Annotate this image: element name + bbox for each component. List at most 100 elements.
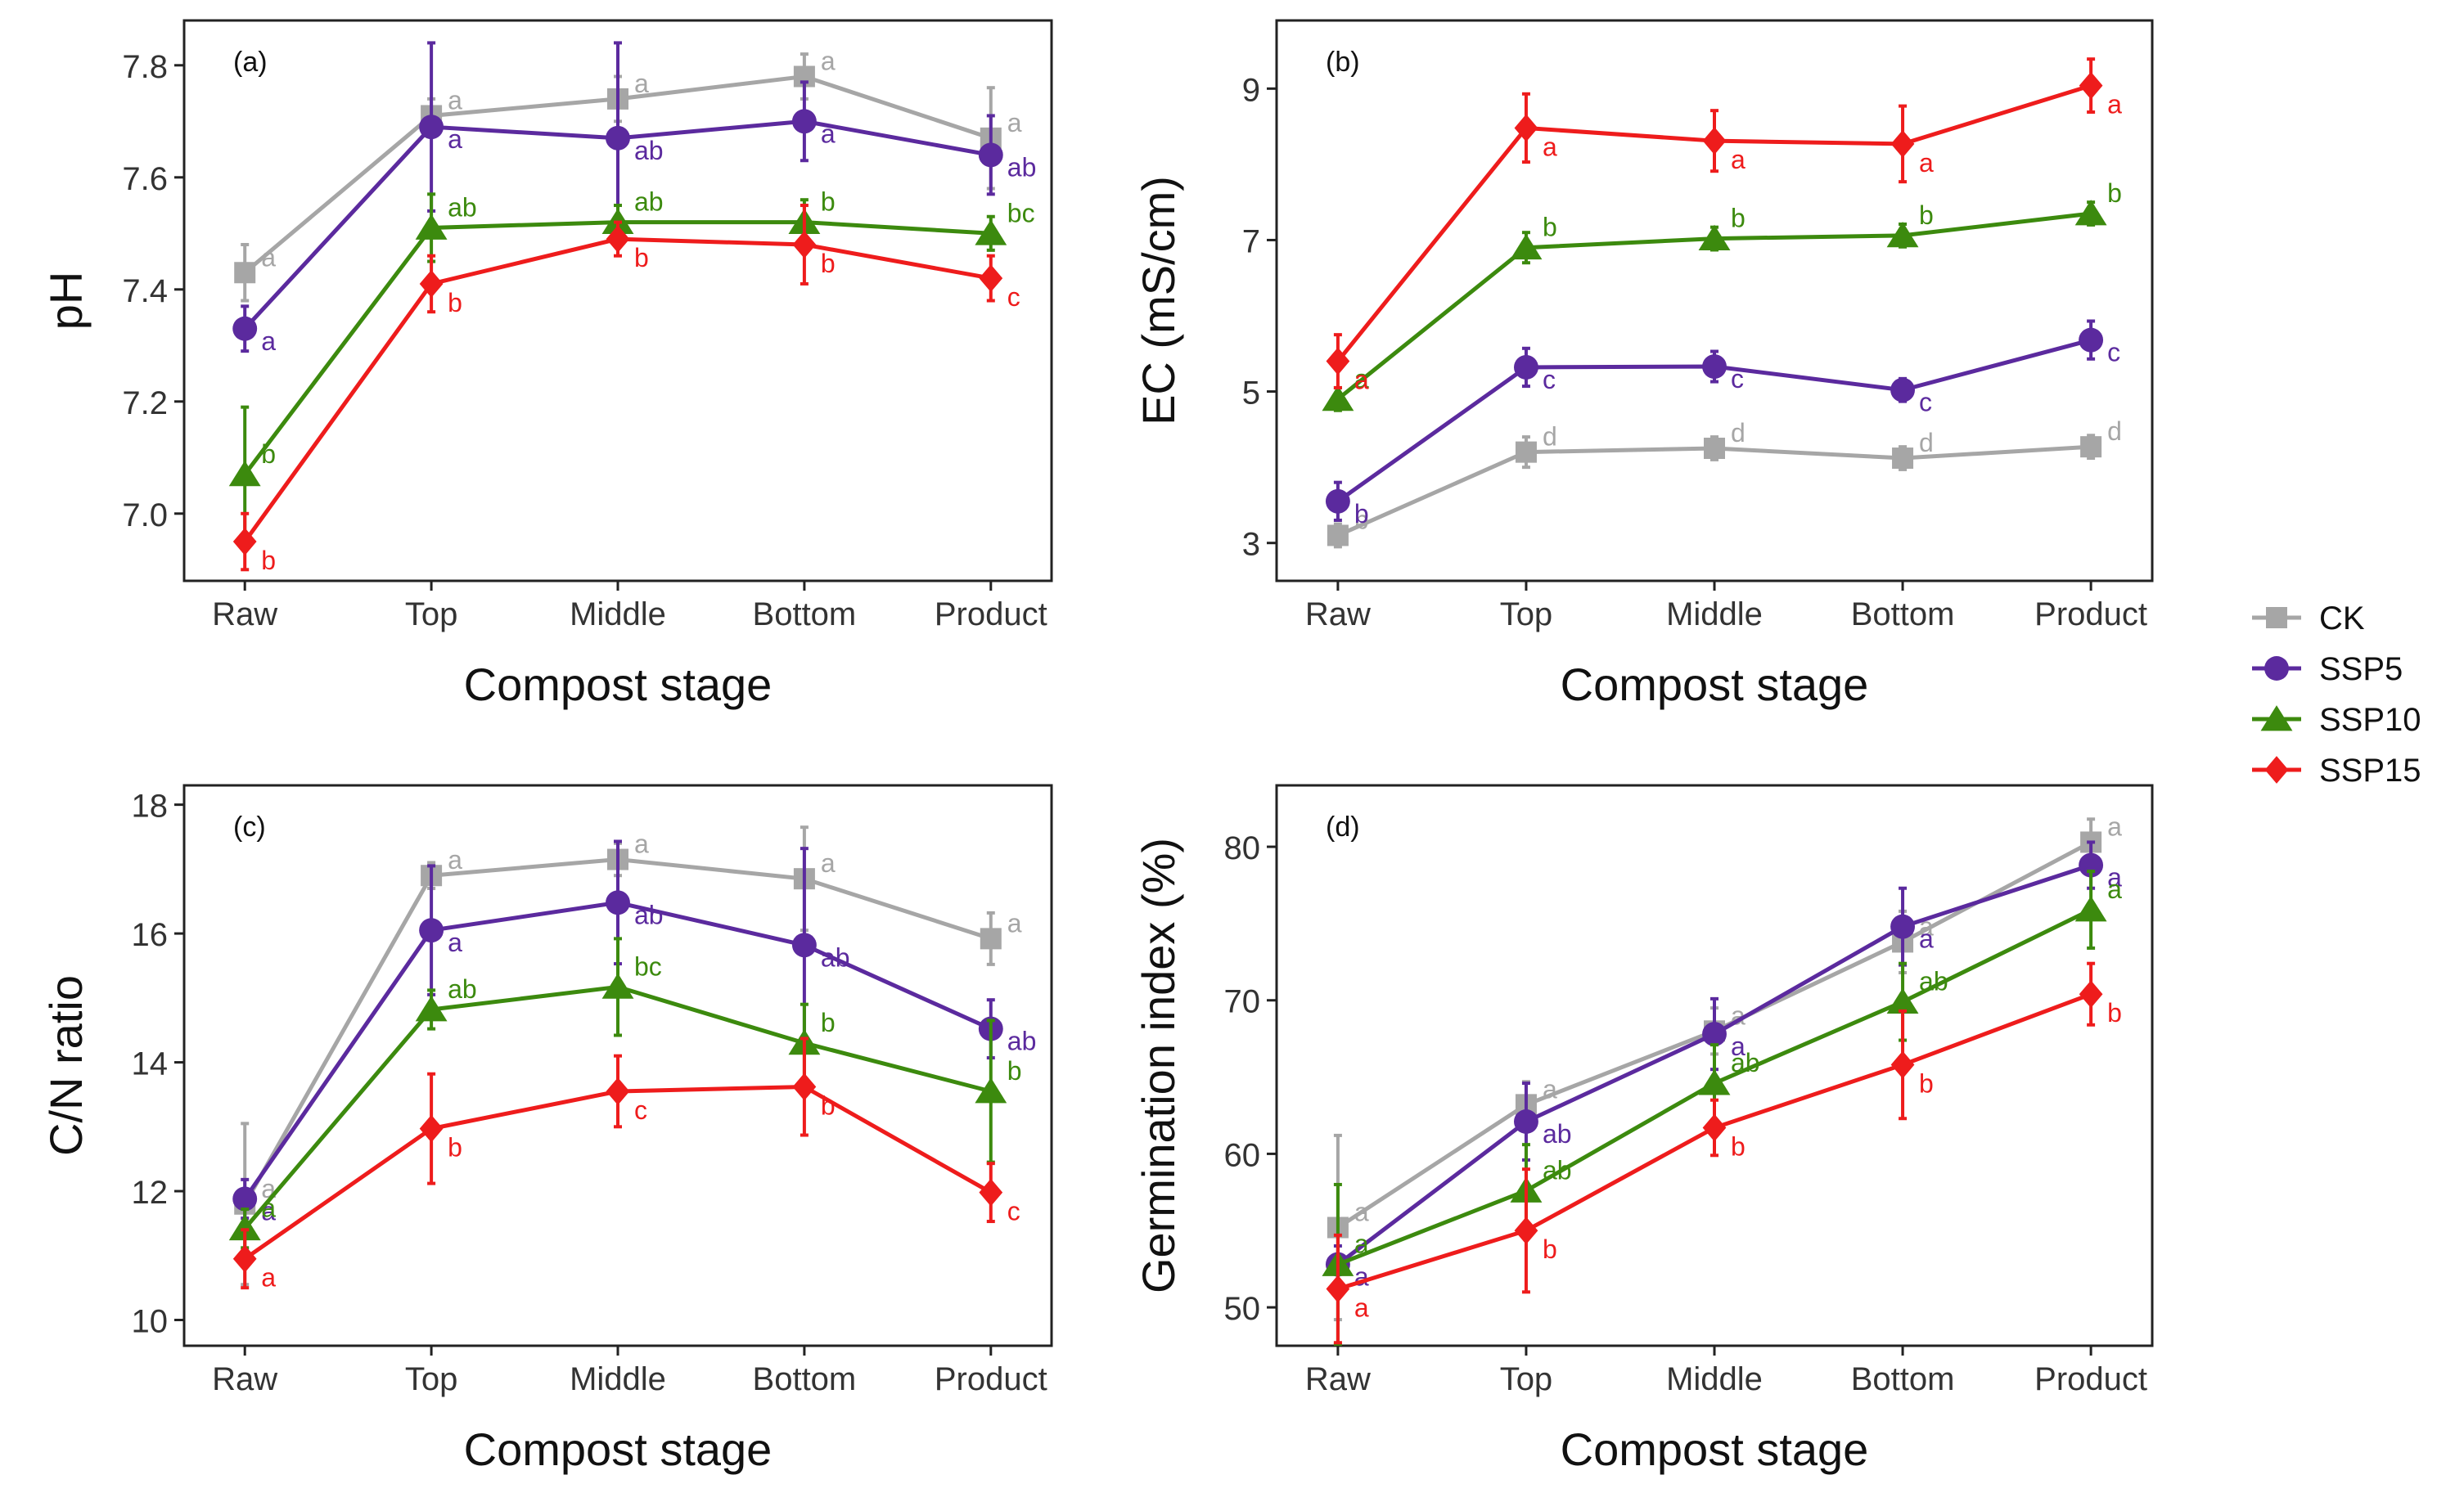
data-point [1326,347,1350,376]
data-point [419,918,444,943]
data-point [1890,1050,1915,1079]
significance-letter: a [261,326,276,356]
data-point [1886,987,1919,1014]
significance-letter: ab [634,136,664,165]
series-ssp5: b c c c c [1325,319,2120,528]
significance-letter: ab [1543,1155,1572,1185]
significance-letter: b [634,243,649,272]
data-point [228,1214,261,1241]
significance-letter: c [634,1095,647,1125]
x-axis-label: Compost stage [1561,659,1869,710]
data-point [792,231,817,259]
significance-letter: ab [1543,1119,1572,1149]
data-point [1327,524,1349,546]
x-axis-label: Compost stage [1561,1423,1869,1475]
data-point [2079,852,2104,878]
data-point [979,264,1003,292]
data-point [1704,438,1725,460]
legend: CK SSP5 SSP10 SSP15 [2252,600,2421,789]
significance-letter: a [448,85,462,115]
data-point [2079,71,2103,100]
data-point [791,933,817,958]
significance-letter: b [2107,998,2122,1028]
legend-marker [2266,607,2287,628]
x-tick-label: Product [2034,1361,2147,1397]
legend-label: CK [2319,600,2365,636]
data-point [2074,896,2107,922]
data-point [1514,114,1538,142]
significance-letter: b [821,1008,836,1037]
data-point [1326,1275,1350,1303]
y-tick-label: 60 [1224,1137,1261,1173]
x-tick-label: Raw [1305,1361,1371,1397]
x-tick-label: Top [1500,1361,1553,1397]
significance-letter: a [2107,90,2122,119]
y-axis-label: EC (mS/cm) [1133,176,1184,425]
panels: (a) 7.0 7.2 7.4 7.6 7.8 Raw Top Middle Bottom Prod… [40,19,2154,1475]
data-point [2079,980,2103,1009]
data-point [1890,914,1915,939]
legend-label: SSP15 [2319,753,2421,789]
significance-letter: a [1354,1230,1369,1259]
y-tick-label: 70 [1224,984,1261,1020]
y-axis-label: C/N ratio [40,975,92,1156]
data-point [1702,354,1727,379]
y-tick-label: 9 [1242,72,1260,108]
significance-letter: ab [1007,152,1037,182]
data-point [1514,1216,1538,1245]
significance-letter: b [1731,1132,1746,1162]
x-tick-label: Middle [1666,596,1763,632]
data-point [1702,127,1727,155]
significance-letter: d [1731,418,1746,447]
x-tick-label: Bottom [753,596,857,632]
y-tick-label: 7.4 [122,273,168,309]
significance-letter: a [1007,908,1022,938]
data-point [419,115,444,140]
data-point [1890,129,1915,158]
data-point [2079,327,2104,353]
significance-letter: a [2107,812,2122,841]
significance-letter: b [821,187,836,217]
plot-frame [1275,19,2154,582]
significance-letter: a [448,845,462,875]
data-point [1702,1113,1727,1142]
significance-letter: a [1543,132,1557,161]
x-tick-label: Bottom [1851,1361,1955,1397]
data-point [232,528,257,555]
x-tick-label: Middle [570,596,666,632]
x-tick-label: Bottom [1851,596,1955,632]
y-tick-label: 16 [132,917,169,953]
y-tick-label: 7.0 [122,497,168,533]
data-point [792,1073,817,1101]
data-point [1698,1069,1731,1095]
significance-letter: c [1007,1197,1020,1226]
x-tick-label: Middle [1666,1361,1763,1397]
data-point [1514,1109,1538,1134]
significance-letter: a [821,848,836,878]
significance-letter: a [261,242,276,272]
significance-letter: b [1354,505,1369,534]
data-point [1325,488,1350,514]
data-point [975,219,1007,245]
significance-letter: c [1919,388,1932,417]
y-tick-label: 7 [1242,223,1260,259]
significance-letter: b [261,439,276,469]
significance-letter: a [261,1263,276,1293]
data-point [234,262,256,284]
panel-d: (d) 50 60 70 80 Raw Top Middle Bottom Product Comp… [1133,784,2154,1475]
x-tick-label: Product [935,1361,1047,1397]
series-ssp15: b b b b c [232,204,1020,575]
significance-letter: a [1731,1032,1746,1061]
data-point [415,214,448,240]
data-point [1890,377,1915,402]
data-point [228,460,261,487]
x-axis-label: Compost stage [464,1423,773,1475]
data-point [232,316,258,341]
y-tick-label: 80 [1224,830,1261,866]
